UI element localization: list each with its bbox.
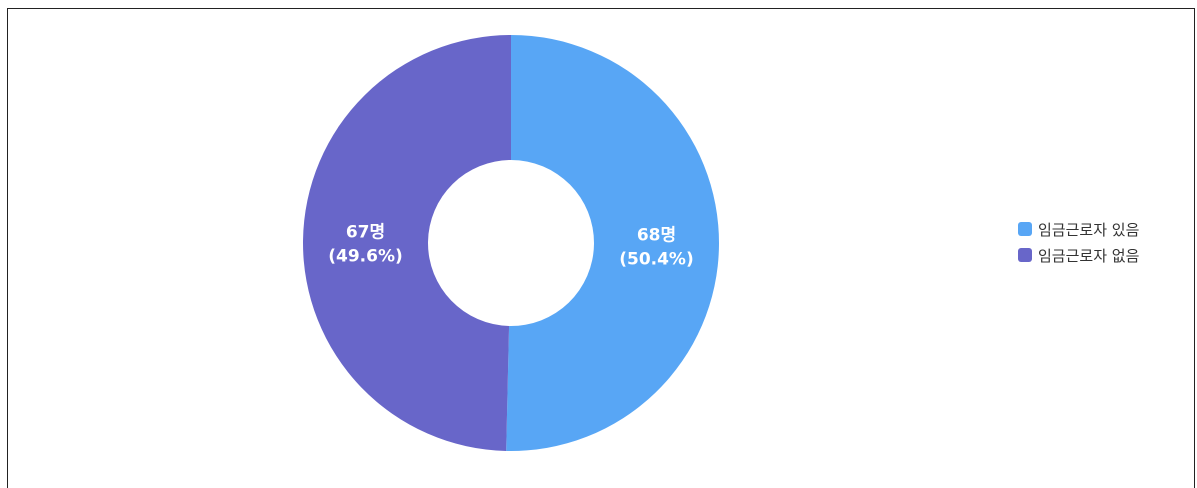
legend: 임금근로자 있음 임금근로자 없음 [1018,216,1139,268]
slice-percent-label-with-employees: (50.4%) [619,250,694,270]
legend-item-with-employees[interactable]: 임금근로자 있음 [1018,216,1139,242]
slice-with-employees[interactable] [506,35,720,452]
legend-swatch-without-employees [1018,248,1032,262]
slice-value-label-with-employees: 68명 [637,226,676,246]
slice-value-label-without-employees: 67명 [346,222,385,242]
legend-swatch-with-employees [1018,222,1032,236]
legend-label-with-employees: 임금근로자 있음 [1038,220,1140,239]
slice-percent-label-without-employees: (49.6%) [328,246,403,266]
legend-item-without-employees[interactable]: 임금근로자 없음 [1018,242,1139,268]
legend-label-without-employees: 임금근로자 없음 [1038,246,1140,265]
slice-without-employees[interactable] [303,35,511,451]
chart-frame [7,8,1195,488]
